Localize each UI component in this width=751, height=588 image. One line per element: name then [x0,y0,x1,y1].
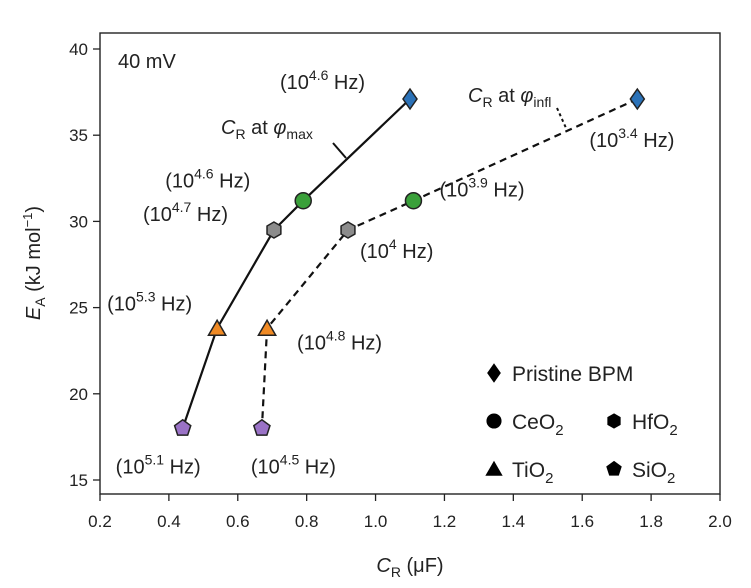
x-tick-label: 0.4 [157,512,181,531]
frequency-label: (104.6 Hz) [280,67,365,94]
frequency-label: (105.3 Hz) [107,288,192,315]
legend-label: SiO2 [632,459,675,487]
data-point [207,318,228,337]
data-point [257,318,278,337]
y-tick-label: 25 [69,299,88,318]
frequency-label: (104.6 Hz) [165,166,250,193]
phi-max-callout: CR at φmax [221,117,313,142]
frequency-label: (104.8 Hz) [297,327,382,354]
frequency-label: (104.7 Hz) [143,199,228,226]
frequency-label: (104.5 Hz) [251,451,336,478]
series-callouts: CR at φmax CR at φinfl [221,85,567,159]
x-tick-label: 1.2 [433,512,457,531]
x-axis-label: CR (μF) [376,555,443,580]
x-tick-label: 1.4 [502,512,526,531]
callout-pointer [332,142,347,159]
y-tick-label: 40 [69,40,88,59]
legend-label: HfO2 [632,411,678,439]
x-tick-label: 0.2 [88,512,112,531]
y-tick-label: 15 [69,471,88,490]
legend-marker [486,413,502,429]
y-tick-label: 20 [69,385,88,404]
data-point [294,191,312,210]
data-point [402,87,418,111]
legend: Pristine BPM CeO2 HfO2 TiO2 SiO2 [485,363,678,487]
y-tick-label: 30 [69,212,88,231]
x-axis-ticks: 0.2 0.4 0.6 0.8 1.0 1.2 1.4 1.6 1.8 2.0 [88,494,732,531]
legend-label: Pristine BPM [512,363,633,386]
legend-marker [485,460,503,476]
data-points [173,87,646,436]
legend-label: TiO2 [512,459,553,487]
phi-max-series-line [181,98,411,429]
data-point [266,221,282,239]
x-tick-label: 1.6 [570,512,594,531]
data-point [340,221,356,239]
legend-marker [487,363,501,383]
data-point [404,191,423,210]
y-tick-label: 35 [69,126,88,145]
frequency-label: (103.9 Hz) [439,175,524,202]
x-tick-label: 1.8 [639,512,663,531]
x-tick-label: 2.0 [708,512,732,531]
data-point [629,87,646,111]
y-axis-ticks: 15 20 25 30 35 40 [69,40,100,490]
frequency-labels: (104.6 Hz) (104.6 Hz) (104.7 Hz) (105.3 Hz)… [107,67,674,478]
legend-marker [606,460,622,476]
voltage-annotation: 40 mV [118,51,176,73]
callout-pointer [556,107,567,129]
legend-marker [607,413,621,429]
phi-infl-callout: CR at φinfl [468,85,551,110]
frequency-label: (103.4 Hz) [589,125,674,152]
x-tick-label: 0.6 [226,512,250,531]
data-point [173,418,192,436]
frequency-label: (104 Hz) [360,236,433,263]
plot-frame [99,32,721,495]
y-axis-label: EA (kJ mol−1) [20,206,48,320]
x-tick-label: 0.8 [295,512,319,531]
legend-label: CeO2 [512,411,564,439]
frequency-label: (105.1 Hz) [116,451,201,478]
data-point [252,418,271,436]
x-tick-label: 1.0 [364,512,388,531]
